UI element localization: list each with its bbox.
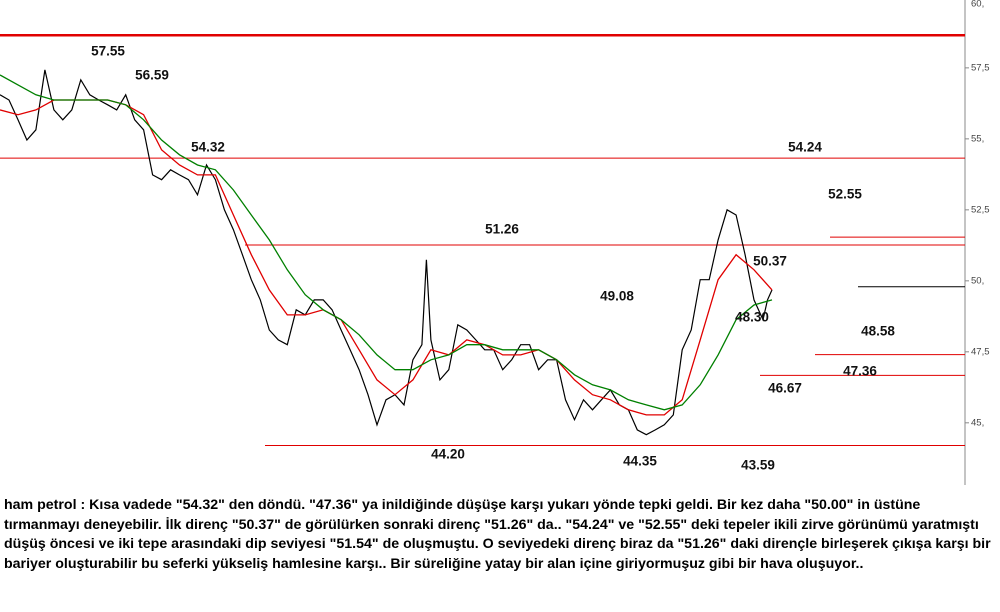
y-tick-label: 47,5 (971, 346, 990, 357)
moving-average (0, 74, 773, 411)
annotation: 48.30 (735, 310, 769, 325)
y-tick-label: 57,5 (971, 62, 990, 73)
annotation: 48.58 (861, 324, 895, 339)
commentary: ham petrol : Kısa vadede "54.32" den dön… (4, 497, 991, 572)
moving-average (0, 99, 773, 416)
chart: 45, 47,5 50, 52,5 55, 57,5 60, 57.55 56.59 54.32 5… (0, 0, 990, 485)
annotation: 44.35 (623, 454, 657, 469)
y-tick-label: 50, (971, 275, 984, 286)
annotation: 47.36 (843, 364, 877, 379)
annotation: 50.37 (753, 254, 787, 269)
y-tick-label: 60, (971, 0, 984, 10)
annotation: 46.67 (768, 381, 802, 396)
y-tick-label: 45, (971, 417, 984, 428)
annotation: 52.55 (828, 187, 862, 202)
price-line (0, 69, 773, 436)
annotation: 51.26 (485, 222, 519, 237)
annotation: 54.32 (191, 140, 225, 155)
annotation: 49.08 (600, 289, 634, 304)
annotation: 43.59 (741, 458, 775, 473)
annotation: 56.59 (135, 68, 169, 83)
annotation: 44.20 (431, 447, 465, 462)
annotation: 57.55 (91, 44, 125, 59)
y-tick-label: 52,5 (971, 204, 990, 215)
annotation: 54.24 (788, 140, 822, 155)
y-tick-label: 55, (971, 133, 984, 144)
